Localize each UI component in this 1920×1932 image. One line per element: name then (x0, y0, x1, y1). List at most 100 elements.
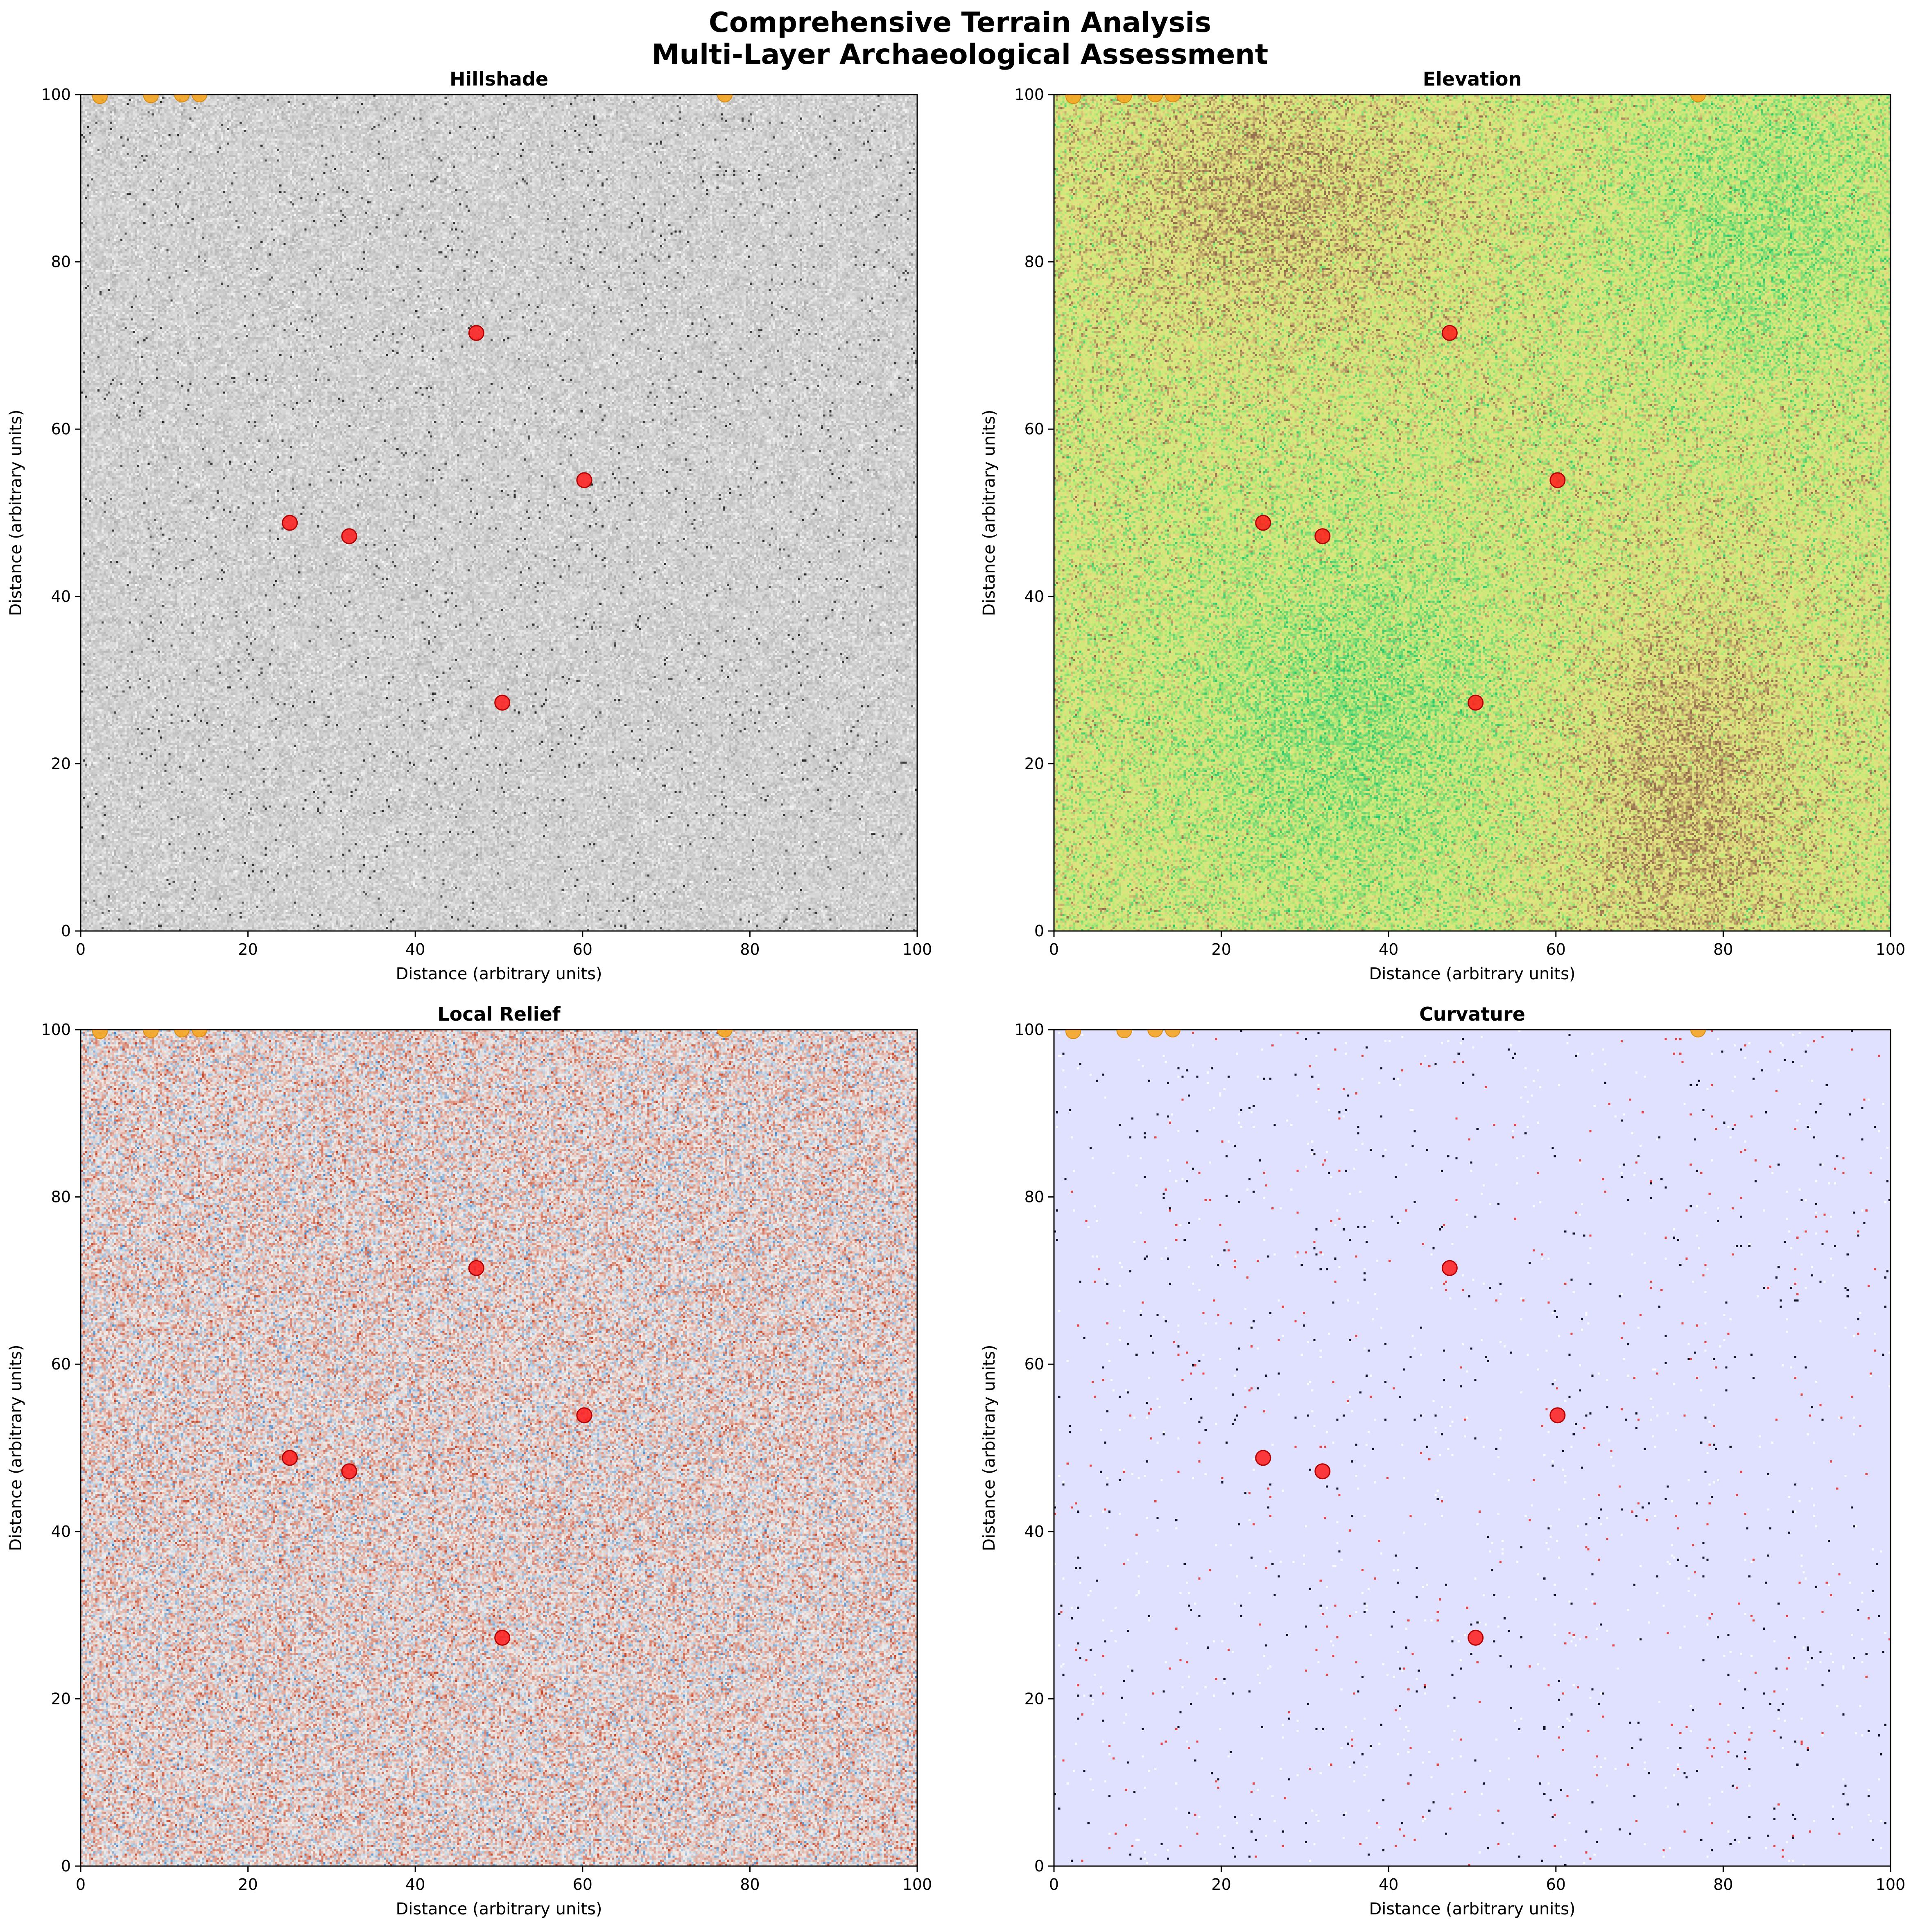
curvature-raster (1054, 1030, 1891, 1866)
curvature-edge-site-point (1147, 1030, 1163, 1037)
hillshade-site-point (494, 694, 511, 711)
curvature-site-point (1255, 1450, 1271, 1466)
local-relief-edge-site-point (174, 1030, 190, 1037)
local-relief-edge-site-point (717, 1030, 733, 1037)
elevation-panel-title: Elevation (1423, 68, 1522, 90)
elevation-markers (1065, 95, 1706, 711)
elevation-y-tick-label: 40 (1024, 588, 1044, 606)
elevation-y-tick-label: 100 (1014, 86, 1044, 104)
elevation-site-point (1441, 325, 1458, 341)
local-relief-y-tick-label: 100 (41, 1021, 71, 1039)
local-relief-y-tick-label: 40 (51, 1523, 71, 1541)
local-relief-edge-site-point (92, 1030, 108, 1039)
local-relief-y-tick-label: 60 (51, 1355, 71, 1373)
hillshade-x-axis-label: Distance (arbitrary units) (396, 965, 602, 983)
elevation-edge-site-point (1690, 95, 1706, 102)
curvature-panel-title: Curvature (1419, 1003, 1525, 1025)
elevation-site-point (1468, 694, 1484, 711)
elevation-x-tick-label: 40 (1379, 940, 1398, 958)
elevation-x-tick-label: 60 (1546, 940, 1566, 958)
local-relief-y-tick-label: 80 (51, 1188, 71, 1206)
hillshade-site-point (468, 325, 484, 341)
hillshade-x-tick-label: 20 (238, 940, 258, 958)
hillshade-markers (92, 95, 733, 711)
elevation-edge-site-point (1116, 95, 1132, 104)
hillshade-site-point (282, 515, 298, 531)
curvature-edge-site-point (1116, 1030, 1132, 1039)
elevation-x-tick-label: 0 (1049, 940, 1059, 958)
curvature-site-point (1314, 1463, 1331, 1480)
curvature-edge-site-point (1065, 1030, 1081, 1039)
hillshade-x-tick-label: 40 (405, 940, 425, 958)
hillshade-y-axis-label: Distance (arbitrary units) (7, 409, 25, 616)
hillshade-edge-site-point (192, 95, 208, 102)
figure-title-line2: Multi-Layer Archaeological Assessment (651, 38, 1269, 71)
local-relief-markers (92, 1030, 733, 1646)
curvature-x-tick-label: 40 (1379, 1876, 1398, 1894)
curvature-site-point (1468, 1629, 1484, 1646)
local-relief-x-tick-label: 100 (902, 1876, 932, 1894)
local-relief-site-point (468, 1260, 484, 1276)
curvature-y-tick-label: 100 (1014, 1021, 1044, 1039)
local-relief-x-axis-label: Distance (arbitrary units) (396, 1900, 602, 1918)
elevation-axes-frame (1053, 94, 1891, 932)
hillshade-site-point (341, 528, 357, 545)
curvature-edge-site-point (1690, 1030, 1706, 1037)
elevation-site-point (1314, 528, 1331, 545)
local-relief-site-point (341, 1463, 357, 1480)
elevation-y-tick-label: 60 (1024, 420, 1044, 438)
elevation-x-tick-label: 20 (1211, 940, 1231, 958)
hillshade-edge-site-point (717, 95, 733, 102)
curvature-x-tick-label: 0 (1049, 1876, 1059, 1894)
hillshade-x-tick-label: 60 (573, 940, 593, 958)
curvature-x-tick-label: 80 (1713, 1876, 1733, 1894)
elevation-x-axis-label: Distance (arbitrary units) (1369, 965, 1575, 983)
local-relief-y-tick-label: 0 (61, 1857, 71, 1875)
elevation-x-tick-label: 100 (1876, 940, 1906, 958)
hillshade-raster (81, 95, 917, 931)
elevation-y-tick-label: 80 (1024, 253, 1044, 271)
local-relief-y-axis-label: Distance (arbitrary units) (7, 1344, 25, 1551)
elevation-x-tick-label: 80 (1713, 940, 1733, 958)
elevation-edge-site-point (1165, 95, 1181, 102)
curvature-x-tick-label: 60 (1546, 1876, 1566, 1894)
local-relief-x-tick-label: 60 (573, 1876, 593, 1894)
local-relief-x-tick-label: 80 (740, 1876, 760, 1894)
elevation-y-tick-label: 20 (1024, 755, 1044, 773)
curvature-x-tick-label: 20 (1211, 1876, 1231, 1894)
curvature-edge-site-point (1165, 1030, 1181, 1037)
elevation-y-tick-label: 0 (1034, 922, 1044, 940)
elevation-y-axis-label: Distance (arbitrary units) (980, 409, 999, 616)
local-relief-site-point (282, 1450, 298, 1466)
local-relief-x-tick-label: 40 (405, 1876, 425, 1894)
local-relief-site-point (494, 1629, 511, 1646)
curvature-markers (1065, 1030, 1706, 1646)
curvature-site-point (1549, 1407, 1566, 1424)
figure-title-line1: Comprehensive Terrain Analysis (708, 7, 1212, 39)
local-relief-x-tick-label: 20 (238, 1876, 258, 1894)
curvature-site-point (1441, 1260, 1458, 1276)
elevation-site-point (1255, 515, 1271, 531)
hillshade-y-tick-label: 100 (41, 86, 71, 104)
hillshade-edge-site-point (92, 95, 108, 104)
elevation-edge-site-point (1065, 95, 1081, 104)
local-relief-y-tick-label: 20 (51, 1690, 71, 1708)
hillshade-x-tick-label: 0 (76, 940, 86, 958)
hillshade-y-tick-label: 0 (61, 922, 71, 940)
local-relief-axes-frame (80, 1029, 918, 1867)
hillshade-site-point (576, 472, 593, 488)
elevation-raster (1054, 95, 1891, 931)
hillshade-y-tick-label: 60 (51, 420, 71, 438)
curvature-y-axis-label: Distance (arbitrary units) (980, 1344, 999, 1551)
curvature-x-tick-label: 100 (1876, 1876, 1906, 1894)
hillshade-x-tick-label: 80 (740, 940, 760, 958)
hillshade-y-tick-label: 40 (51, 588, 71, 606)
curvature-y-tick-label: 20 (1024, 1690, 1044, 1708)
elevation-edge-site-point (1147, 95, 1163, 102)
hillshade-x-tick-label: 100 (902, 940, 932, 958)
local-relief-raster (81, 1030, 917, 1866)
hillshade-edge-site-point (143, 95, 159, 104)
curvature-y-tick-label: 60 (1024, 1355, 1044, 1373)
